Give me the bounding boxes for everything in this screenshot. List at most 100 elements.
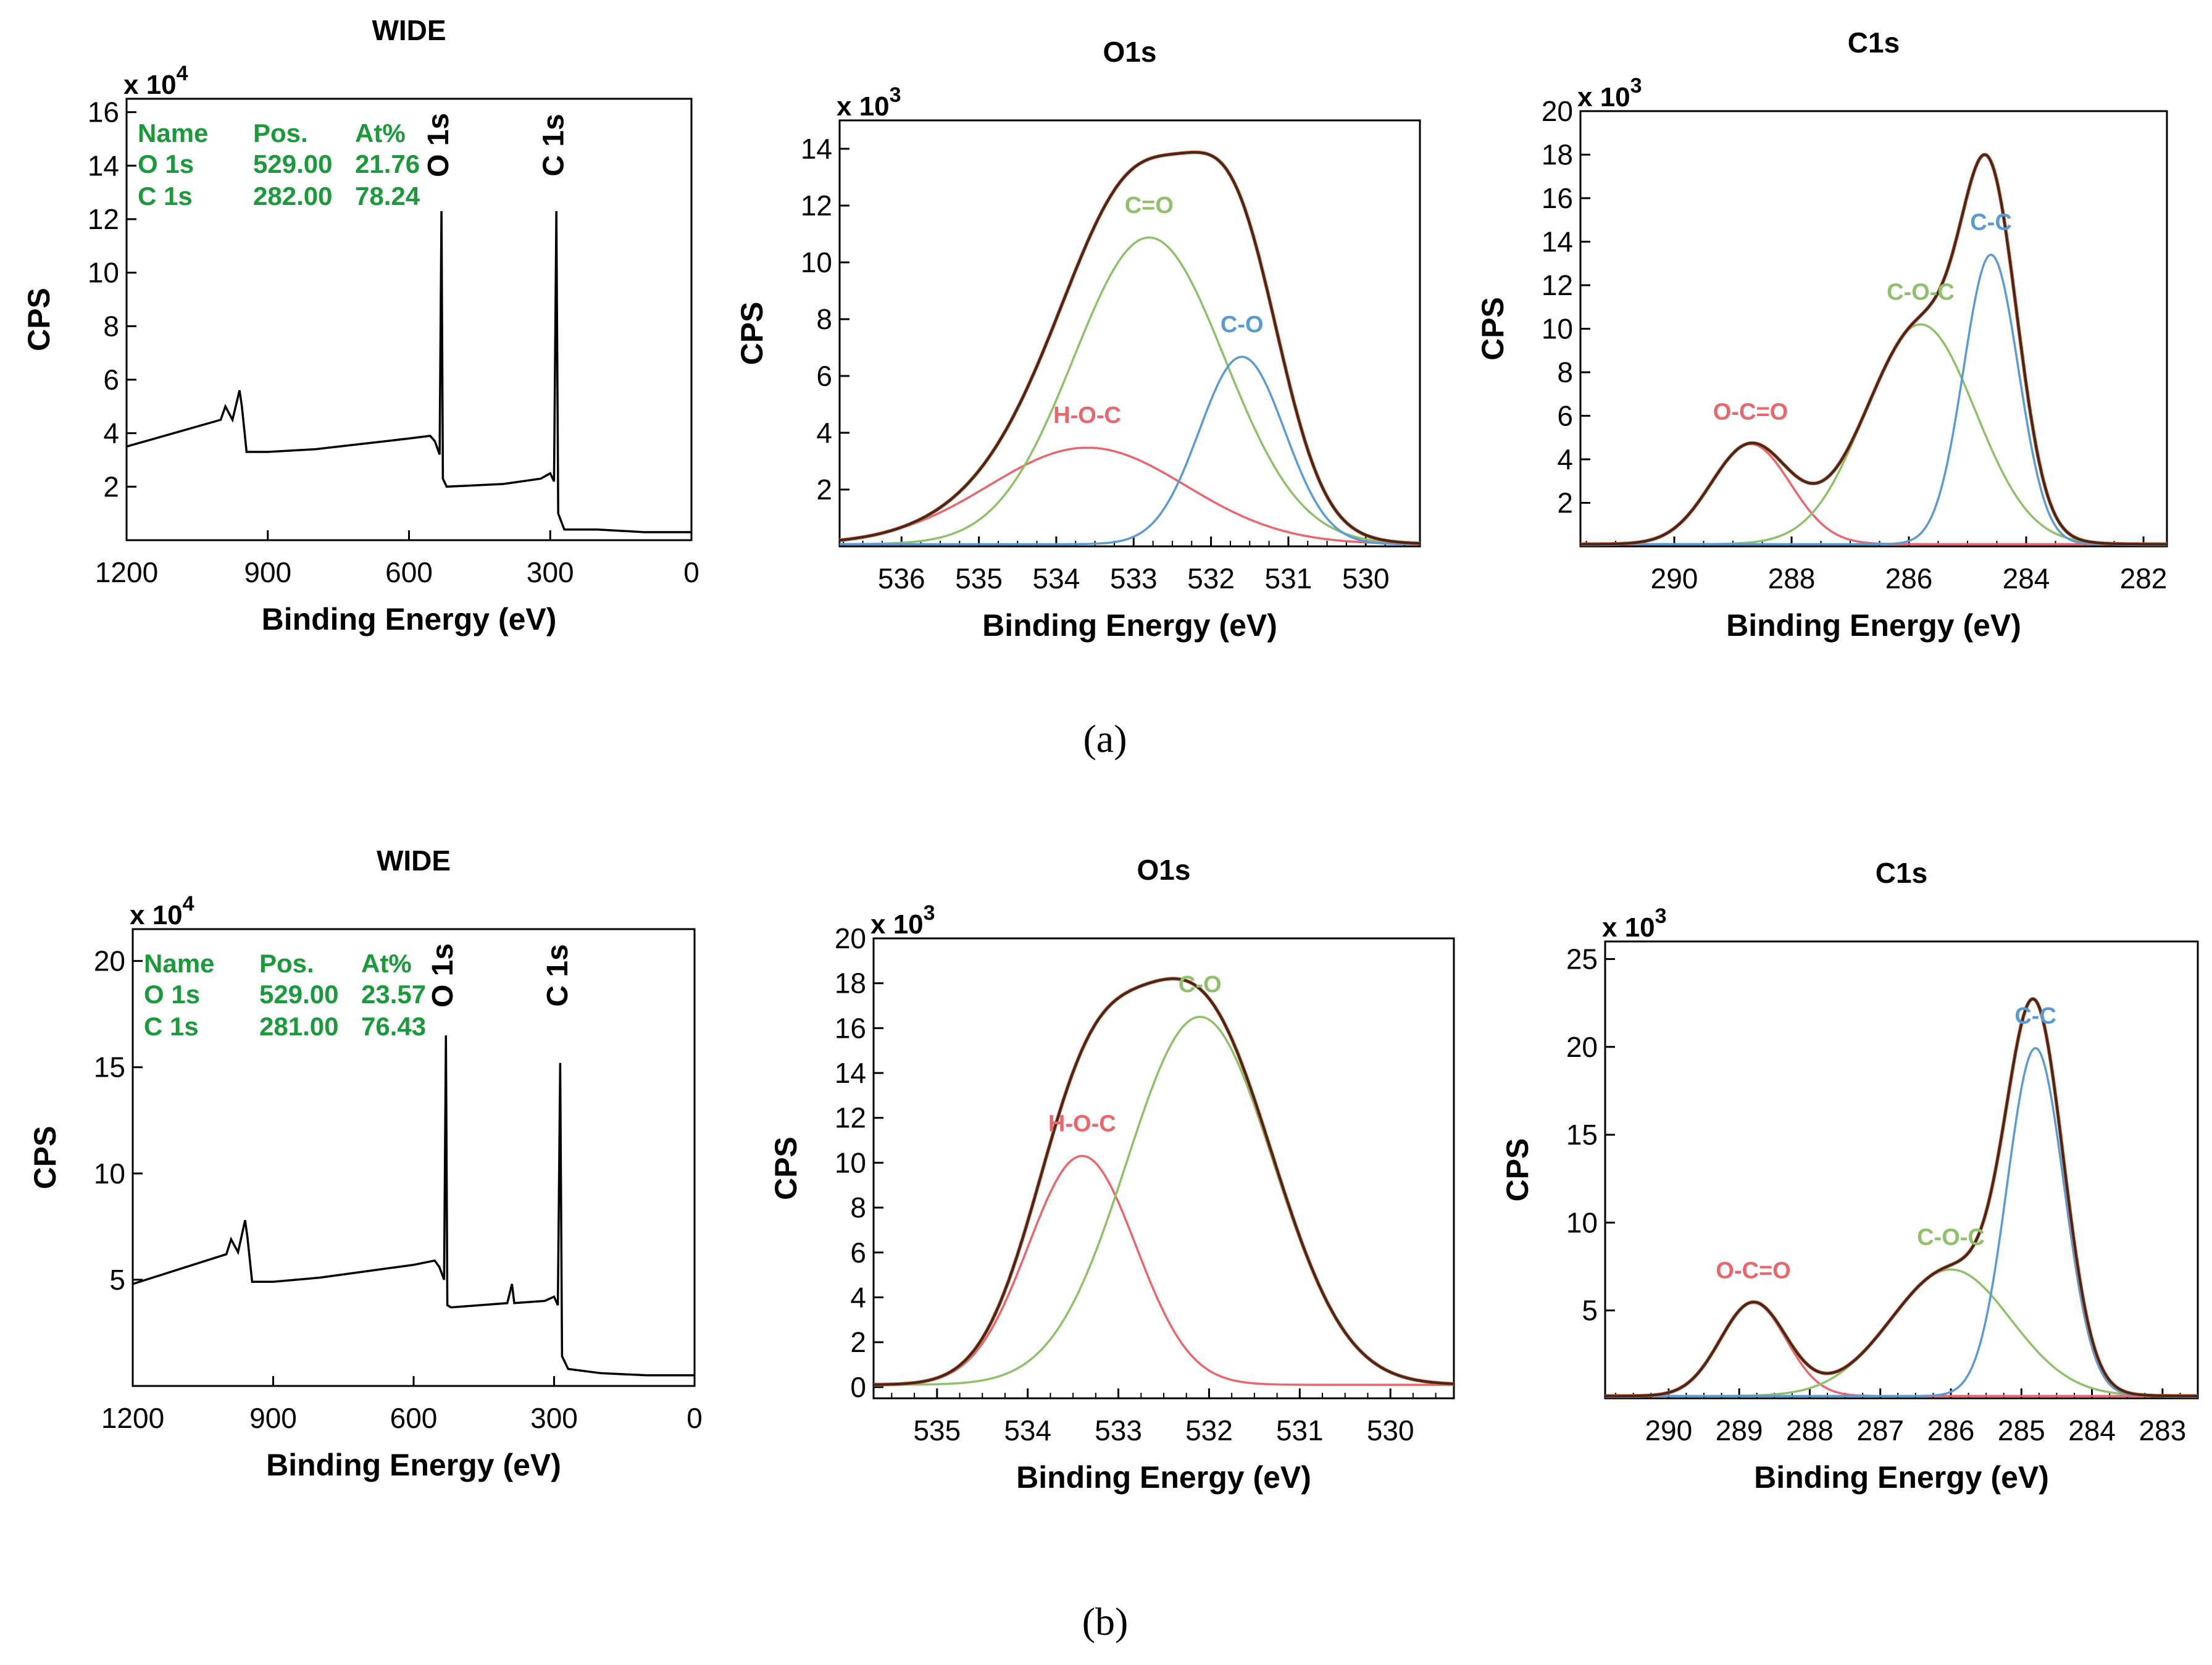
x-tick-label: 535 — [913, 1414, 961, 1446]
x-tick-label: 531 — [1276, 1414, 1324, 1446]
fit-envelope — [873, 977, 1454, 1387]
component-o-c=o — [1580, 443, 2167, 546]
x-tick-label: 300 — [527, 556, 574, 588]
y-tick-label: 2 — [1557, 487, 1573, 519]
table-cell: 76.43 — [361, 1012, 426, 1041]
table-header: At% — [361, 949, 412, 978]
x-tick-label: 531 — [1265, 562, 1313, 595]
table-header: At% — [355, 119, 406, 148]
y-tick-label: 8 — [1557, 356, 1573, 388]
plot-frame — [1604, 940, 2199, 1400]
table-cell: C 1s — [138, 182, 193, 211]
chart-title: O1s — [1103, 36, 1157, 68]
y-multiplier: x 103 — [837, 83, 901, 122]
x-tick-label: 1200 — [95, 556, 158, 588]
x-tick-label: 0 — [687, 1402, 703, 1434]
y-tick-label: 2 — [816, 474, 832, 506]
x-tick-label: 600 — [390, 1402, 438, 1434]
component-label: O-C=O — [1713, 399, 1788, 425]
y-tick-label: 4 — [103, 417, 119, 449]
y-tick-label: 12 — [88, 203, 119, 235]
plot-frame — [1579, 110, 2168, 548]
x-tick-label: 282 — [2120, 562, 2168, 595]
y-tick-label: 10 — [801, 246, 832, 278]
measured-spectrum — [839, 151, 1421, 545]
table-cell: 21.76 — [355, 149, 420, 178]
y-axis-label: CPS — [769, 1137, 803, 1200]
y-axis-label: CPS — [22, 288, 56, 351]
x-tick-label: 290 — [1651, 562, 1698, 595]
x-tick-label: 532 — [1185, 1414, 1233, 1446]
x-tick-label: 536 — [878, 562, 925, 595]
panel-label-a: (a) — [1083, 717, 1127, 761]
x-tick-label: 288 — [1768, 562, 1816, 595]
y-tick-label: 20 — [94, 945, 125, 977]
y-tick-label: 5 — [1582, 1295, 1598, 1327]
chart-b-wide: WIDE x 104 Binding Energy (eV) CPS 1200 900 60… — [28, 845, 703, 1482]
y-tick-label: 2 — [850, 1326, 866, 1358]
y-multiplier: x 103 — [1577, 74, 1642, 112]
component-c=o — [840, 236, 1420, 546]
y-tick-label: 15 — [94, 1051, 125, 1083]
y-tick-label: 20 — [1542, 95, 1573, 127]
x-tick-label: 1200 — [101, 1402, 164, 1434]
fit-envelope — [1605, 997, 2198, 1398]
x-axis-label: Binding Energy (eV) — [982, 608, 1277, 643]
y-tick-label: 20 — [835, 922, 866, 954]
component-h-o-c — [874, 1154, 1454, 1386]
component-label: C-O — [1179, 972, 1222, 998]
peak-label: O 1s — [422, 113, 455, 177]
y-tick-label: 6 — [816, 360, 832, 392]
y-tick-label: 18 — [835, 967, 866, 999]
x-tick-label: 290 — [1645, 1414, 1692, 1446]
x-tick-label: 530 — [1342, 562, 1390, 595]
plot-frame — [872, 937, 1455, 1400]
y-axis-label: CPS — [28, 1126, 62, 1190]
y-tick-label: 14 — [88, 149, 119, 182]
y-tick-label: 18 — [1542, 139, 1573, 171]
y-tick-label: 12 — [801, 190, 832, 222]
peak-label: C 1s — [541, 944, 574, 1006]
table-cell: 282.00 — [253, 182, 332, 211]
x-tick-label: 0 — [683, 556, 699, 588]
x-tick-label: 284 — [2068, 1414, 2116, 1446]
chart-title: WIDE — [377, 845, 451, 877]
x-tick-label: 900 — [249, 1402, 297, 1434]
x-tick-label: 600 — [385, 556, 433, 588]
x-tick-label: 289 — [1716, 1414, 1763, 1446]
chart-title: C1s — [1848, 27, 1900, 59]
component-c-c — [1580, 253, 2167, 546]
component-c-o-c — [1580, 323, 2167, 546]
table-cell: 78.24 — [355, 182, 420, 211]
plot-frame — [838, 119, 1421, 548]
y-tick-label: 4 — [816, 417, 832, 449]
chart-b-c1s: C1s x 103 Binding Energy (eV) CPS 290 289 288 2… — [1500, 857, 2199, 1495]
y-multiplier: x 103 — [1602, 904, 1667, 943]
y-multiplier: x 104 — [130, 892, 194, 930]
x-tick-label: 286 — [1927, 1414, 1975, 1446]
chart-b-o1s: O1s x 103 Binding Energy (eV) CPS 535 534 533 5… — [769, 854, 1455, 1495]
y-tick-label: 6 — [1557, 400, 1573, 432]
component-label: C-O-C — [1917, 1224, 1985, 1250]
survey-spectrum — [132, 1035, 695, 1377]
y-tick-label: 10 — [835, 1146, 866, 1179]
chart-title: C1s — [1876, 857, 1927, 889]
y-multiplier: x 103 — [870, 901, 935, 940]
peak-label: O 1s — [427, 943, 459, 1008]
peak-label: C 1s — [538, 114, 570, 176]
component-label: C-O-C — [1887, 279, 1955, 305]
component-c-c — [1605, 1047, 2198, 1398]
x-axis-label: Binding Energy (eV) — [266, 1448, 561, 1482]
x-tick-label: 284 — [2003, 562, 2050, 595]
x-tick-label: 283 — [2139, 1414, 2186, 1446]
chart-a-o1s: O1s x 103 Binding Energy (eV) CPS 536 535 534 5… — [735, 36, 1421, 643]
x-tick-label: 534 — [1004, 1414, 1051, 1446]
y-tick-label: 8 — [103, 310, 119, 342]
y-tick-label: 10 — [94, 1158, 125, 1190]
chart-title: O1s — [1137, 854, 1191, 886]
chart-title: WIDE — [372, 14, 446, 46]
y-tick-label: 12 — [835, 1102, 866, 1134]
x-tick-label: 287 — [1856, 1414, 1904, 1446]
